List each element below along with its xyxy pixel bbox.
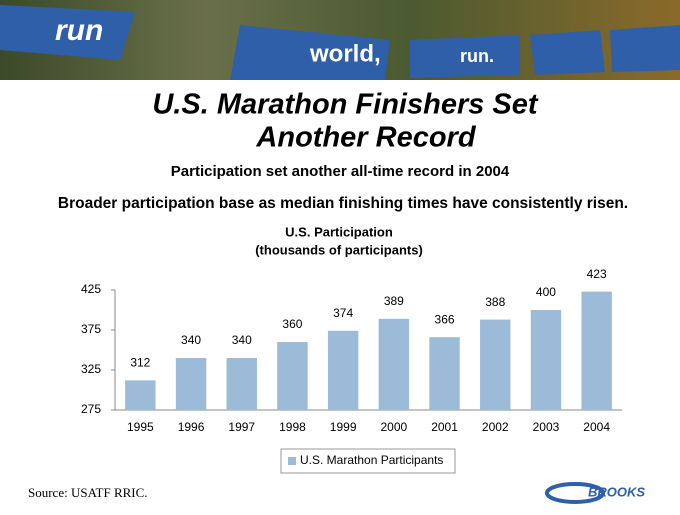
value-label: 388 xyxy=(485,295,505,309)
banner-flag xyxy=(530,30,605,75)
x-tick-label: 1996 xyxy=(178,420,205,434)
value-label: 366 xyxy=(435,312,455,326)
x-tick-label: 2002 xyxy=(482,420,509,434)
banner-flag xyxy=(0,5,135,60)
title: Another Record xyxy=(255,122,476,154)
value-label: 312 xyxy=(130,356,150,370)
source: Source: USATF RRIC. xyxy=(28,485,148,500)
legend-label: U.S. Marathon Participants xyxy=(300,453,443,467)
bar xyxy=(226,358,257,410)
x-tick-label: 1997 xyxy=(228,420,255,434)
legend-swatch xyxy=(288,457,296,465)
bar xyxy=(581,291,612,410)
bar xyxy=(378,318,410,410)
subtitle: Participation set another all-time recor… xyxy=(171,163,510,180)
legend-box xyxy=(280,448,456,474)
banner-text: run xyxy=(55,14,103,47)
value-label: 400 xyxy=(536,285,556,299)
subtitle: Broader participation base as median fin… xyxy=(58,195,628,212)
logo: BROOKS xyxy=(588,484,645,499)
value-label: 389 xyxy=(384,294,404,308)
value-label: 423 xyxy=(587,267,607,281)
bar xyxy=(175,358,207,410)
x-tick-label: 1999 xyxy=(330,420,357,434)
bar xyxy=(277,342,308,410)
y-tick-label: 325 xyxy=(81,362,101,376)
logo-swoosh xyxy=(545,482,605,504)
y-tick-label: 275 xyxy=(81,402,101,416)
value-label: 374 xyxy=(333,306,353,320)
x-tick-label: 2001 xyxy=(431,420,458,434)
banner-text: world, xyxy=(309,40,381,67)
x-tick-label: 2004 xyxy=(583,420,610,434)
value-label: 360 xyxy=(282,317,302,331)
bar xyxy=(125,380,156,410)
banner-text: run. xyxy=(460,46,494,66)
banner-flag xyxy=(610,25,680,72)
bar xyxy=(429,337,460,410)
x-tick-label: 1998 xyxy=(279,420,306,434)
x-tick-label: 1995 xyxy=(127,420,154,434)
bar xyxy=(480,319,511,410)
banner-flag xyxy=(230,25,390,80)
x-tick-label: 2003 xyxy=(533,420,560,434)
y-tick-label: 425 xyxy=(81,282,101,296)
y-tick-label: 375 xyxy=(81,322,101,336)
title: U.S. Marathon Finishers Set xyxy=(152,89,538,121)
value-label: 340 xyxy=(181,333,201,347)
bar xyxy=(530,310,562,410)
banner-flag xyxy=(410,35,520,78)
x-tick-label: 2000 xyxy=(380,420,407,434)
chart-subtitle: (thousands of participants) xyxy=(255,242,423,257)
value-label: 340 xyxy=(232,333,252,347)
bar xyxy=(327,330,359,410)
chart-title: U.S. Participation xyxy=(285,224,393,239)
